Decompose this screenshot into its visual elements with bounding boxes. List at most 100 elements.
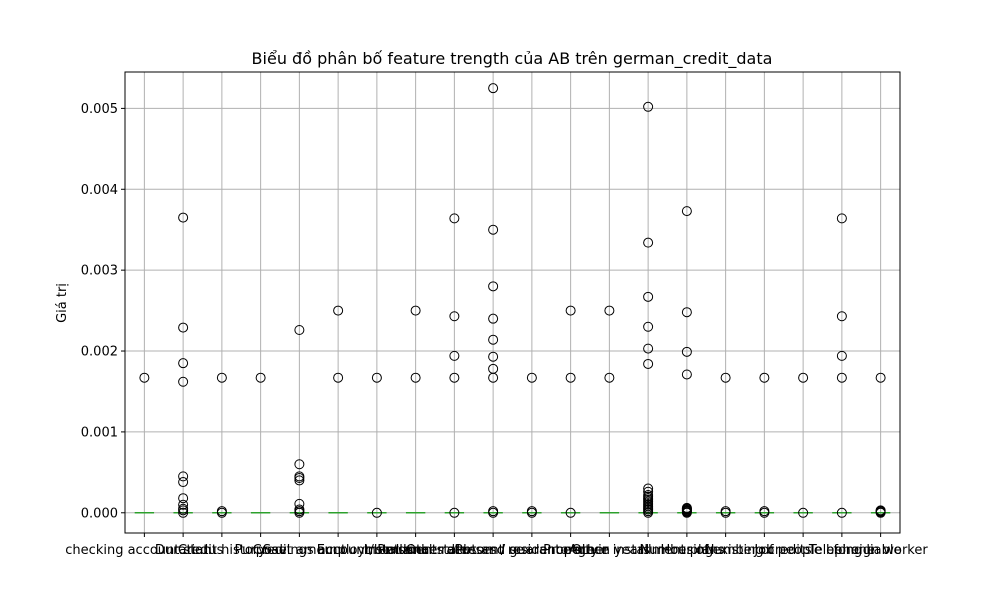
outlier-point: [333, 372, 344, 383]
x-tick-label: Duration: [155, 543, 211, 558]
x-tick-label: Number of existing credits: [640, 543, 812, 558]
outlier-point: [488, 313, 499, 324]
outlier-point: [798, 507, 809, 518]
outlier-point: [488, 224, 499, 235]
x-tick-label: Employment since: [317, 543, 437, 558]
y-axis-label: Giá trị: [55, 283, 70, 323]
outlier-point: [643, 358, 654, 369]
x-tick-label: Present residence since: [455, 543, 609, 558]
outlier-point: [216, 372, 227, 383]
outlier-point: [565, 305, 576, 316]
outlier-point: [294, 324, 305, 335]
outlier-point: [759, 372, 770, 383]
outlier-point: [798, 372, 809, 383]
outlier-point: [410, 372, 421, 383]
grid: [125, 72, 900, 533]
outlier-point: [643, 101, 654, 112]
outlier-point: [681, 307, 692, 318]
outlier-point: [178, 376, 189, 387]
x-tick-label: Other debtors / guarantors: [406, 543, 581, 558]
outlier-point: [294, 459, 305, 470]
outlier-point: [604, 372, 615, 383]
outlier-point: [643, 483, 654, 494]
outlier-point: [720, 506, 731, 517]
outlier-point: [294, 504, 305, 515]
outlier-point: [681, 369, 692, 380]
x-tick-label: Savings account/bonds: [263, 543, 414, 558]
outlier-point: [178, 322, 189, 333]
x-tick-label: checking account status: [65, 543, 223, 558]
outlier-point: [178, 358, 189, 369]
outlier-point: [178, 493, 189, 504]
outlier-point: [371, 372, 382, 383]
outlier-point: [178, 212, 189, 223]
x-tick-label: Credit amount: [253, 543, 346, 558]
outlier-point: [449, 372, 460, 383]
outlier-point: [836, 213, 847, 224]
outlier-point: [410, 305, 421, 316]
outlier-point: [526, 506, 537, 517]
outlier-point: [759, 506, 770, 517]
outlier-point: [178, 477, 189, 488]
y-axis: 0.000 0.001 0.002 0.003 0.004 0.005: [81, 102, 125, 521]
x-tick-label: Housing: [660, 543, 713, 558]
x-tick-label: Credit history: [178, 543, 266, 558]
outlier-point: [875, 505, 886, 516]
outlier-point: [178, 507, 189, 518]
chart-title: Biểu đồ phân bố feature trength của AB t…: [252, 49, 773, 69]
x-tick-label: Installment rate: [364, 543, 468, 558]
outlier-point: [294, 475, 305, 486]
outlier-point: [178, 499, 189, 510]
outlier-point: [643, 489, 654, 500]
outlier-point: [526, 372, 537, 383]
outlier-point: [643, 291, 654, 302]
outlier-point: [294, 498, 305, 509]
x-tick-label: Telephone: [808, 543, 875, 558]
outlier-point: [836, 372, 847, 383]
x-tick-label: Property: [543, 543, 598, 558]
outlier-point: [488, 281, 499, 292]
outlier-point: [643, 343, 654, 354]
x-tick-label: Other installment plans: [572, 543, 725, 558]
x-tick-label: Purpose: [235, 543, 287, 558]
x-tick-label: foreign worker: [834, 543, 929, 558]
outliers: [139, 83, 886, 518]
outlier-point: [488, 83, 499, 94]
outlier-point: [178, 471, 189, 482]
outlier-point: [836, 507, 847, 518]
x-tick-label: Number of people being liable: [705, 543, 902, 558]
x-tick-label: Age in years: [569, 543, 650, 558]
outlier-point: [488, 334, 499, 345]
x-tick-label: Job: [753, 543, 774, 558]
outlier-point: [836, 311, 847, 322]
outlier-point: [643, 321, 654, 332]
outlier-point: [488, 363, 499, 374]
outlier-point: [449, 507, 460, 518]
outlier-point: [720, 372, 731, 383]
outlier-point: [488, 506, 499, 517]
outlier-point: [875, 372, 886, 383]
y-tick-label: 0.000: [81, 506, 118, 521]
outlier-point: [449, 213, 460, 224]
outlier-point: [139, 372, 150, 383]
outlier-point: [836, 350, 847, 361]
outlier-point: [488, 351, 499, 362]
outlier-point: [643, 237, 654, 248]
y-tick-label: 0.004: [81, 183, 118, 198]
y-tick-label: 0.001: [81, 425, 118, 440]
y-tick-label: 0.003: [81, 264, 118, 279]
outlier-point: [255, 372, 266, 383]
outlier-point: [565, 372, 576, 383]
plot-frame: [124, 71, 901, 534]
outlier-point: [681, 502, 692, 513]
outlier-point: [449, 350, 460, 361]
outlier-point: [371, 507, 382, 518]
outlier-point: [681, 206, 692, 217]
outlier-point: [565, 507, 576, 518]
outlier-point: [681, 346, 692, 357]
outlier-point: [449, 311, 460, 322]
x-tick-label: Personal status and sex: [377, 543, 532, 558]
